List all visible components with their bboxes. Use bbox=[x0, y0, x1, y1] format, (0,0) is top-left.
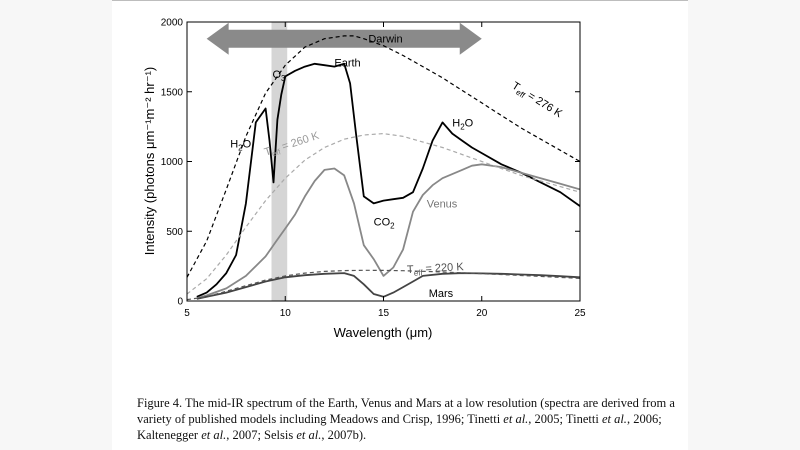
x-tick-label: 25 bbox=[574, 308, 586, 319]
caption-text: Figure 4. The mid-IR spectrum of the Ear… bbox=[137, 396, 675, 426]
caption-etal-3: et al. bbox=[201, 428, 227, 442]
x-tick-label: 5 bbox=[184, 308, 190, 319]
annotation-7: Teff = 276 K bbox=[509, 80, 565, 122]
series-line-teff-276-k bbox=[187, 35, 580, 278]
caption-text-4: , 2007; Selsis bbox=[226, 428, 297, 442]
paper-page bbox=[112, 0, 688, 450]
y-tick-label: 2000 bbox=[161, 18, 184, 29]
page-top-rule bbox=[112, 0, 688, 1]
caption-text-3: , 2006; Kaltenegger bbox=[137, 412, 662, 442]
series-line-teff-220-k bbox=[187, 269, 580, 301]
darwin-arrow bbox=[206, 22, 482, 55]
caption-etal-2: et al. bbox=[601, 412, 627, 426]
caption-text-2: , 2005; Tinetti bbox=[528, 412, 602, 426]
figure-caption: Figure 4. The mid-IR spectrum of the Ear… bbox=[137, 395, 677, 443]
plot-frame bbox=[186, 21, 581, 302]
annotation-9: Teff = 220 K bbox=[407, 261, 465, 278]
annotation-0: O3 bbox=[272, 69, 286, 83]
annotation-2: H2O bbox=[230, 139, 251, 153]
annotation-6: Mars bbox=[429, 288, 454, 300]
caption-etal-1: et al. bbox=[503, 412, 529, 426]
annotation-5: Venus bbox=[427, 199, 458, 211]
y-tick-label: 1000 bbox=[161, 157, 184, 168]
annotation-4: CO2 bbox=[374, 217, 396, 231]
caption-text-5: , 2007b). bbox=[321, 428, 367, 442]
series-line-earth bbox=[196, 62, 580, 298]
annotation-3: H2O bbox=[452, 118, 473, 132]
caption-etal-4: et al. bbox=[296, 428, 322, 442]
series-line-mars bbox=[196, 272, 580, 300]
ozone-band bbox=[271, 22, 288, 301]
x-tick-label: 15 bbox=[378, 308, 390, 319]
y-tick-label: 500 bbox=[166, 227, 183, 238]
darwin-label: Darwin bbox=[368, 34, 402, 46]
y-axis-label: Intensity (photons μm⁻¹m⁻² hr⁻¹) bbox=[142, 67, 157, 255]
annotation-1: Earth bbox=[334, 58, 360, 70]
series-line-venus bbox=[196, 163, 580, 300]
plot-area bbox=[187, 22, 580, 301]
spectrum-chart: 5 10 15 20 25 0 500 1000 1500 2000 Darwin O3 Earth H2… bbox=[142, 18, 586, 341]
y-tick-label: 0 bbox=[177, 297, 183, 308]
plot-content bbox=[187, 22, 580, 301]
x-axis-label: Wavelength (μm) bbox=[334, 325, 433, 340]
x-tick-label: 20 bbox=[476, 308, 488, 319]
series-line-teff-260-k bbox=[187, 133, 580, 295]
x-tick-label: 10 bbox=[280, 308, 292, 319]
y-tick-label: 1500 bbox=[161, 87, 184, 98]
